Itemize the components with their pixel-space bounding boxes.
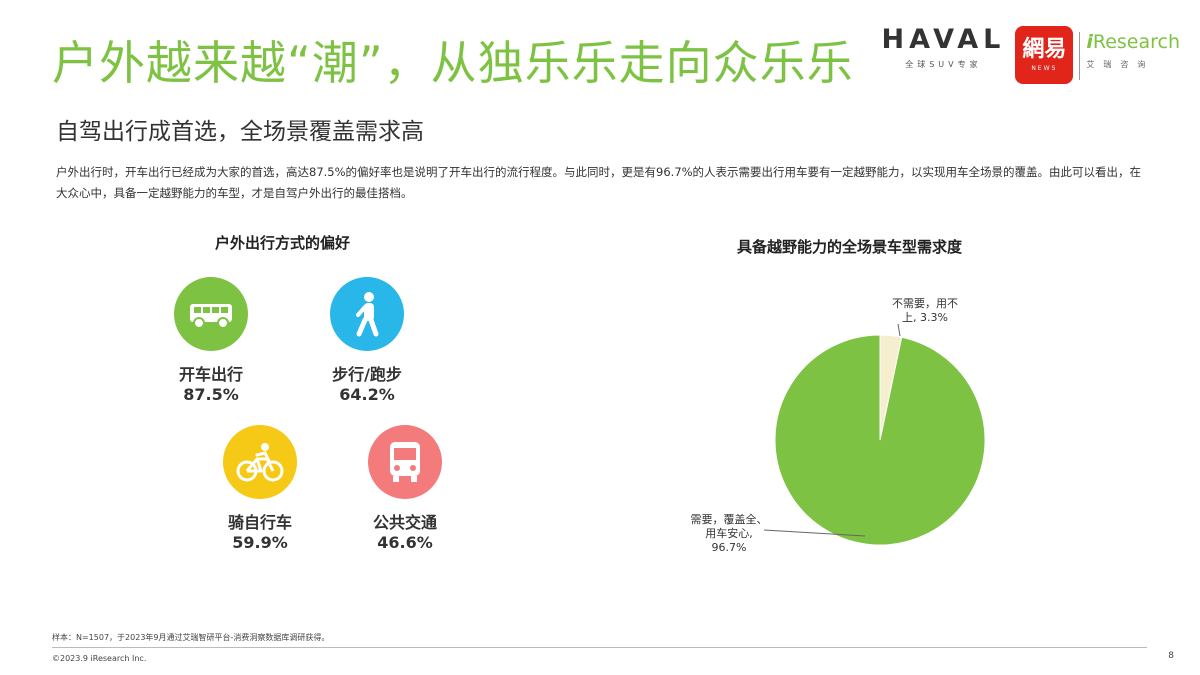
- logo-divider: [1079, 32, 1081, 80]
- page-subtitle: 自驾出行成首选，全场景覆盖需求高: [56, 119, 424, 145]
- mode-label: 开车出行: [178, 365, 243, 384]
- bicycle-icon-circle: [223, 425, 297, 499]
- iresearch-logo: iResearch 艾瑞咨询: [1086, 26, 1180, 70]
- pie-label-no-need-line2: 上, 3.3%: [902, 311, 948, 324]
- pie-chart: [760, 320, 1000, 564]
- haval-logo-word: HAVAL: [881, 24, 1006, 55]
- mode-label: 公共交通: [372, 513, 437, 532]
- mode-item-bus: 公共交通 46.6%: [335, 425, 475, 552]
- left-chart-title: 户外出行方式的偏好: [215, 234, 351, 252]
- copyright: ©2023.9 iResearch Inc.: [52, 654, 147, 663]
- description-text: 户外出行时，开车出行已经成为大家的首选，高达87.5%的偏好率也是说明了开车出行…: [56, 165, 1142, 200]
- pie-slice-no-need: [879, 334, 903, 441]
- mode-percent: 64.2%: [339, 385, 395, 404]
- car-icon-circle: [174, 277, 248, 351]
- iresearch-logo-main: iResearch: [1086, 31, 1180, 53]
- pie-label-need-line1: 需要，覆盖全、: [690, 513, 768, 526]
- page-title: 户外越来越“潮”，从独乐乐走向众乐乐: [52, 36, 854, 90]
- mode-item-walking: 步行/跑步 64.2%: [297, 277, 437, 404]
- bicycle-icon: [236, 443, 284, 482]
- page-number: 8: [1168, 651, 1174, 661]
- pie-label-no-need-line1: 不需要，用不: [892, 297, 958, 310]
- haval-logo-sub: 全球SUV专家: [905, 60, 982, 69]
- footnote: 样本：N=1507，于2023年9月通过艾瑞智研平台-消费洞察数据库调研获得。: [52, 633, 330, 642]
- pie-label-need-line2: 用车安心,: [705, 527, 753, 540]
- pie-chart-title: 具备越野能力的全场景车型需求度: [737, 238, 963, 256]
- mode-label: 骑自行车: [227, 513, 292, 532]
- pie-label-need-line3: 96.7%: [711, 541, 747, 554]
- netease-logo-main: 網易: [1022, 36, 1067, 62]
- haval-logo: HAVAL 全球SUV专家: [882, 26, 1006, 70]
- car-icon: [190, 304, 232, 329]
- pie-chart-svg: [774, 334, 986, 546]
- bus-icon: [390, 442, 420, 482]
- mode-label: 步行/跑步: [332, 365, 402, 384]
- netease-logo: 網易 NEWS: [1015, 26, 1074, 84]
- bus-icon-circle: [368, 425, 442, 499]
- iresearch-logo-sub: 艾瑞咨询: [1086, 59, 1155, 69]
- logo-bar: HAVAL 全球SUV专家 網易 NEWS iResearch 艾瑞咨询: [882, 26, 1180, 90]
- mode-item-bicycle: 骑自行车 59.9%: [190, 425, 330, 552]
- walking-icon: [356, 292, 379, 337]
- walking-icon-circle: [330, 277, 404, 351]
- pie-label-need: 需要，覆盖全、 用车安心, 96.7%: [674, 513, 784, 555]
- mode-percent: 59.9%: [232, 533, 288, 552]
- pie-label-no-need: 不需要，用不 上, 3.3%: [870, 297, 980, 325]
- leader-line-need: [763, 529, 866, 537]
- netease-logo-sub: NEWS: [1031, 64, 1058, 72]
- mode-percent: 87.5%: [183, 385, 239, 404]
- mode-percent: 46.6%: [377, 533, 433, 552]
- footer-divider: [52, 647, 1147, 648]
- mode-item-car: 开车出行 87.5%: [141, 277, 281, 404]
- leader-line-no-need: [897, 323, 901, 337]
